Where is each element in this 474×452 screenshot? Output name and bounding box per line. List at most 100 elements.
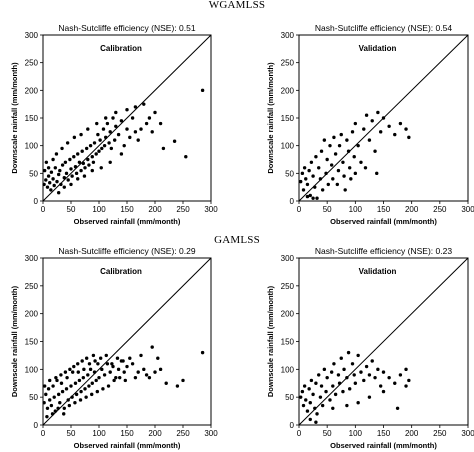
y-tick-label: 0	[34, 421, 39, 430]
data-point	[48, 378, 52, 383]
data-point	[62, 406, 66, 410]
data-point	[362, 127, 366, 131]
data-point	[359, 370, 363, 374]
data-point	[99, 166, 103, 170]
data-point	[98, 138, 102, 142]
x-tick-label: 150	[120, 205, 134, 214]
x-tick-label: 50	[67, 429, 76, 438]
data-point	[72, 135, 77, 140]
data-point	[60, 146, 64, 151]
data-point	[42, 182, 46, 187]
data-point	[90, 392, 94, 397]
data-point	[341, 389, 345, 394]
data-point	[200, 350, 205, 355]
data-point	[44, 178, 48, 182]
data-point	[44, 392, 48, 397]
x-axis-label: Observed rainfall (mm/month)	[74, 441, 181, 450]
data-point	[404, 384, 408, 388]
data-point	[305, 194, 310, 199]
x-tick-label: 250	[176, 205, 190, 214]
x-axis-label: Observed rainfall (mm/month)	[74, 217, 181, 226]
data-point	[331, 384, 335, 388]
data-point	[64, 171, 69, 176]
y-tick-label: 0	[290, 421, 295, 430]
data-point	[139, 353, 143, 358]
data-point	[304, 177, 308, 181]
data-point	[318, 395, 323, 399]
data-point	[92, 141, 97, 145]
data-point	[362, 378, 366, 383]
data-point	[94, 378, 98, 383]
data-point	[175, 384, 180, 388]
data-point	[58, 401, 62, 405]
data-point	[54, 152, 59, 156]
data-point	[54, 375, 58, 380]
data-point	[356, 401, 360, 405]
data-point	[51, 384, 55, 388]
data-point	[315, 196, 319, 200]
data-point	[350, 130, 355, 134]
data-point	[78, 398, 83, 402]
data-point	[58, 168, 62, 173]
data-point	[367, 138, 372, 142]
data-point	[56, 406, 60, 410]
data-point	[70, 395, 74, 399]
data-point	[115, 356, 120, 360]
data-point	[69, 182, 73, 187]
x-tick-label: 250	[433, 205, 447, 214]
data-point	[311, 392, 315, 397]
data-point	[73, 401, 77, 405]
data-point	[311, 174, 315, 178]
y-tick-label: 250	[25, 282, 39, 291]
data-point	[325, 375, 329, 380]
data-point	[87, 362, 92, 366]
data-point	[336, 373, 341, 377]
y-tick-label: 150	[281, 114, 295, 123]
y-axis-label: Downscale rainfall (mm/month)	[266, 285, 275, 397]
data-point	[328, 398, 332, 402]
data-point	[364, 364, 369, 369]
data-point	[158, 121, 163, 126]
y-axis-label: Downscale rainfall (mm/month)	[266, 62, 275, 174]
data-point	[104, 135, 108, 140]
data-point	[353, 171, 358, 176]
data-point	[309, 378, 314, 383]
data-point	[46, 166, 51, 170]
x-tick-label: 100	[92, 429, 106, 438]
data-point	[329, 370, 334, 374]
data-point	[305, 409, 310, 413]
nse-title: Nash-Sutcliffe efficiency (NSE): 0.23	[315, 246, 452, 256]
data-point	[343, 188, 347, 192]
data-point	[342, 174, 346, 178]
data-point	[322, 138, 327, 142]
x-tick-label: 300	[461, 205, 474, 214]
data-point	[116, 367, 121, 372]
data-point	[147, 116, 152, 120]
data-point	[59, 373, 63, 377]
data-point	[393, 381, 397, 385]
data-point	[125, 108, 129, 112]
y-tick-label: 300	[25, 31, 39, 40]
data-point	[136, 138, 140, 142]
data-point	[84, 146, 89, 151]
data-point	[314, 155, 318, 159]
data-point	[42, 384, 47, 388]
data-point	[133, 130, 138, 134]
data-point	[105, 362, 110, 366]
data-point	[345, 403, 349, 408]
data-point	[110, 362, 114, 366]
x-tick-label: 100	[349, 429, 363, 438]
data-point	[353, 121, 358, 126]
data-point	[56, 172, 61, 177]
data-point	[305, 182, 310, 187]
data-point	[66, 178, 70, 182]
data-point	[50, 412, 55, 416]
data-point	[79, 132, 83, 137]
section-title-wgamlss: WGAMLSS	[208, 0, 266, 11]
x-tick-label: 0	[297, 429, 302, 438]
y-tick-label: 250	[281, 282, 295, 291]
data-point	[136, 370, 140, 374]
data-point	[381, 370, 386, 374]
data-point	[125, 127, 129, 131]
